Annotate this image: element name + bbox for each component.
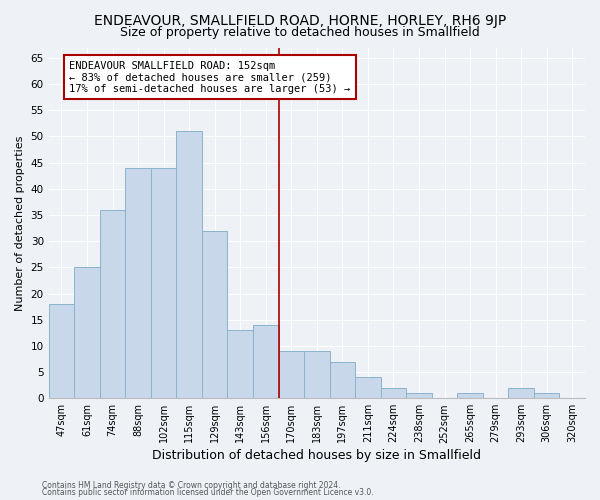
Bar [151, 168, 176, 398]
Bar [227, 330, 253, 398]
Bar [125, 168, 151, 398]
Y-axis label: Number of detached properties: Number of detached properties [15, 135, 25, 310]
Bar [278, 351, 304, 398]
Bar [304, 351, 329, 398]
Bar [253, 325, 278, 398]
Bar [457, 393, 483, 398]
Text: Contains public sector information licensed under the Open Government Licence v3: Contains public sector information licen… [42, 488, 374, 497]
Bar [329, 362, 355, 398]
Bar [100, 210, 125, 398]
X-axis label: Distribution of detached houses by size in Smallfield: Distribution of detached houses by size … [152, 450, 481, 462]
Text: Contains HM Land Registry data © Crown copyright and database right 2024.: Contains HM Land Registry data © Crown c… [42, 480, 341, 490]
Text: ENDEAVOUR SMALLFIELD ROAD: 152sqm
← 83% of detached houses are smaller (259)
17%: ENDEAVOUR SMALLFIELD ROAD: 152sqm ← 83% … [69, 60, 350, 94]
Bar [49, 304, 74, 398]
Bar [406, 393, 432, 398]
Bar [202, 230, 227, 398]
Text: ENDEAVOUR, SMALLFIELD ROAD, HORNE, HORLEY, RH6 9JP: ENDEAVOUR, SMALLFIELD ROAD, HORNE, HORLE… [94, 14, 506, 28]
Bar [508, 388, 534, 398]
Bar [74, 268, 100, 398]
Bar [176, 131, 202, 398]
Bar [380, 388, 406, 398]
Text: Size of property relative to detached houses in Smallfield: Size of property relative to detached ho… [120, 26, 480, 39]
Bar [534, 393, 559, 398]
Bar [355, 378, 380, 398]
